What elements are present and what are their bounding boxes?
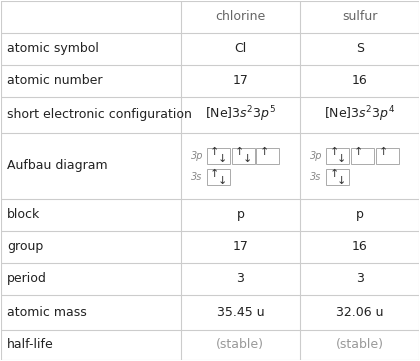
Text: $\mathrm{[Ne]3}s^{\mathrm{2}}\mathrm{3}p^{\mathrm{4}}$: $\mathrm{[Ne]3}s^{\mathrm{2}}\mathrm{3}p… <box>324 105 395 125</box>
Text: 3s: 3s <box>191 172 202 182</box>
Text: p: p <box>236 208 244 221</box>
Text: ↓: ↓ <box>242 154 252 164</box>
Text: ↑: ↑ <box>260 148 269 157</box>
Text: 16: 16 <box>352 240 368 253</box>
Text: sulfur: sulfur <box>342 10 377 23</box>
Text: (stable): (stable) <box>216 339 264 352</box>
Text: 16: 16 <box>352 74 368 87</box>
Text: 3s: 3s <box>310 172 322 182</box>
Text: $\mathrm{[Ne]3}s^{\mathrm{2}}\mathrm{3}p^{\mathrm{5}}$: $\mathrm{[Ne]3}s^{\mathrm{2}}\mathrm{3}p… <box>205 105 276 125</box>
Text: S: S <box>356 42 364 55</box>
Text: 3: 3 <box>236 272 244 285</box>
Text: ↑: ↑ <box>354 148 363 157</box>
Text: 32.06 u: 32.06 u <box>336 306 383 319</box>
Bar <box>257 148 279 164</box>
Text: 3p: 3p <box>310 151 323 161</box>
Text: half-life: half-life <box>7 339 54 352</box>
Text: p: p <box>356 208 364 221</box>
Text: Cl: Cl <box>234 42 247 55</box>
Text: ↓: ↓ <box>337 175 346 186</box>
Bar <box>326 148 349 164</box>
Text: Aufbau diagram: Aufbau diagram <box>7 159 108 172</box>
Text: atomic number: atomic number <box>7 74 102 87</box>
Text: period: period <box>7 272 47 285</box>
Text: ↓: ↓ <box>337 154 346 164</box>
Bar <box>376 148 399 164</box>
Text: ↓: ↓ <box>218 175 227 186</box>
Text: 3: 3 <box>356 272 364 285</box>
Text: (stable): (stable) <box>336 339 383 352</box>
Bar <box>232 148 255 164</box>
Text: group: group <box>7 240 43 253</box>
Text: ↑: ↑ <box>379 148 388 157</box>
Text: ↑: ↑ <box>329 169 339 179</box>
Text: 17: 17 <box>232 74 248 87</box>
Text: ↑: ↑ <box>329 148 339 157</box>
Bar <box>351 148 374 164</box>
Text: chlorine: chlorine <box>215 10 265 23</box>
Text: short electronic configuration: short electronic configuration <box>7 108 192 121</box>
Bar <box>207 148 230 164</box>
Text: atomic mass: atomic mass <box>7 306 87 319</box>
Text: ↑: ↑ <box>210 169 220 179</box>
Text: ↑: ↑ <box>210 148 220 157</box>
Text: block: block <box>7 208 40 221</box>
Text: ↑: ↑ <box>235 148 244 157</box>
Text: 3p: 3p <box>191 151 204 161</box>
Bar <box>207 169 230 186</box>
Text: 35.45 u: 35.45 u <box>217 306 264 319</box>
Text: 17: 17 <box>232 240 248 253</box>
Text: atomic symbol: atomic symbol <box>7 42 99 55</box>
Text: ↓: ↓ <box>218 154 227 164</box>
Bar <box>326 169 349 186</box>
